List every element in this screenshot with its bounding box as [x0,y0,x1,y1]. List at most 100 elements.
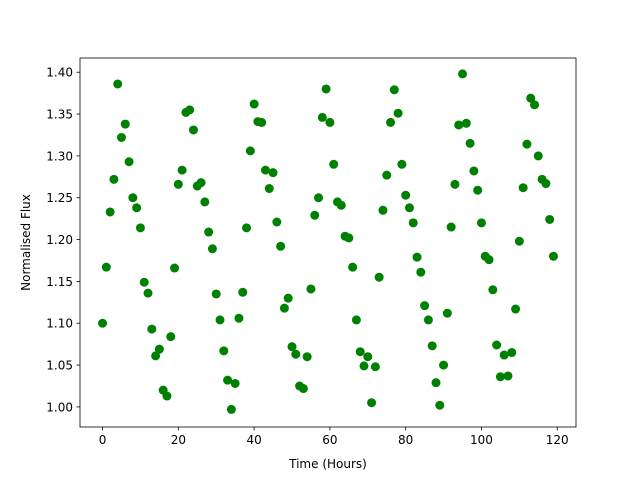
x-tick-label: 80 [398,433,413,447]
x-tick-label: 40 [246,433,261,447]
point [120,119,130,129]
point [226,404,236,414]
point [518,183,528,193]
point [408,218,418,228]
y-tick-label: 1.00 [46,400,73,414]
y-tick-label: 1.25 [46,191,73,205]
point [310,210,320,220]
point [207,244,217,254]
point [423,315,433,325]
point [98,318,108,328]
point [476,218,486,228]
y-tick-label: 1.10 [46,317,73,331]
point [355,347,365,357]
point [204,227,214,237]
x-tick-label: 60 [322,433,337,447]
point [302,352,312,362]
point [173,179,183,189]
point [135,223,145,233]
point [351,315,361,325]
point [287,342,297,352]
point [105,207,115,217]
point [344,233,354,243]
point [367,398,377,408]
point [185,105,195,115]
point [113,79,123,89]
point [306,284,316,294]
plot-frame [79,57,577,428]
point [215,315,225,325]
point [533,151,543,161]
point [162,391,172,401]
point [454,120,464,130]
point [439,360,449,370]
point [109,174,119,184]
point [132,203,142,213]
point [200,197,210,207]
point [336,200,346,210]
point [401,190,411,200]
point [473,185,483,195]
point [363,352,373,362]
point [177,165,187,175]
point [397,159,407,169]
x-tick-label: 0 [99,433,107,447]
y-tick-label: 1.20 [46,233,73,247]
point [101,262,111,272]
point [499,350,509,360]
x-tick-label: 20 [171,433,186,447]
point [268,168,278,178]
point [211,289,221,299]
point [545,214,555,224]
point [124,157,134,167]
point [151,351,161,361]
y-tick-label: 1.40 [46,66,73,80]
point [389,85,399,95]
y-tick-label: 1.05 [46,359,73,373]
point [291,349,301,359]
point [348,262,358,272]
point [511,304,521,314]
point [219,346,229,356]
point [374,272,384,282]
point [223,375,233,385]
point [329,159,339,169]
point [128,193,138,203]
point [230,378,240,388]
point [446,222,456,232]
point [427,341,437,351]
point [526,93,536,103]
point [378,205,388,215]
point [503,371,513,381]
point [272,217,282,227]
point [143,288,153,298]
point [249,99,259,109]
y-tick-label: 1.35 [46,108,73,122]
point [492,340,502,350]
point [548,251,558,261]
point [325,117,335,127]
point [283,293,293,303]
point [321,84,331,94]
point [147,324,157,334]
point [382,170,392,180]
point [196,178,206,188]
point [116,132,126,142]
y-axis-label: Normalised Flux [19,194,33,291]
point [469,166,479,176]
point [298,384,308,394]
point [370,362,380,372]
point [416,267,426,277]
point [245,146,255,156]
point [139,277,149,287]
point [386,117,396,127]
point [458,69,468,79]
point [461,118,471,128]
point [488,285,498,295]
point [530,100,540,110]
y-tick-label: 1.30 [46,149,73,163]
point [412,252,422,262]
point [264,184,274,194]
